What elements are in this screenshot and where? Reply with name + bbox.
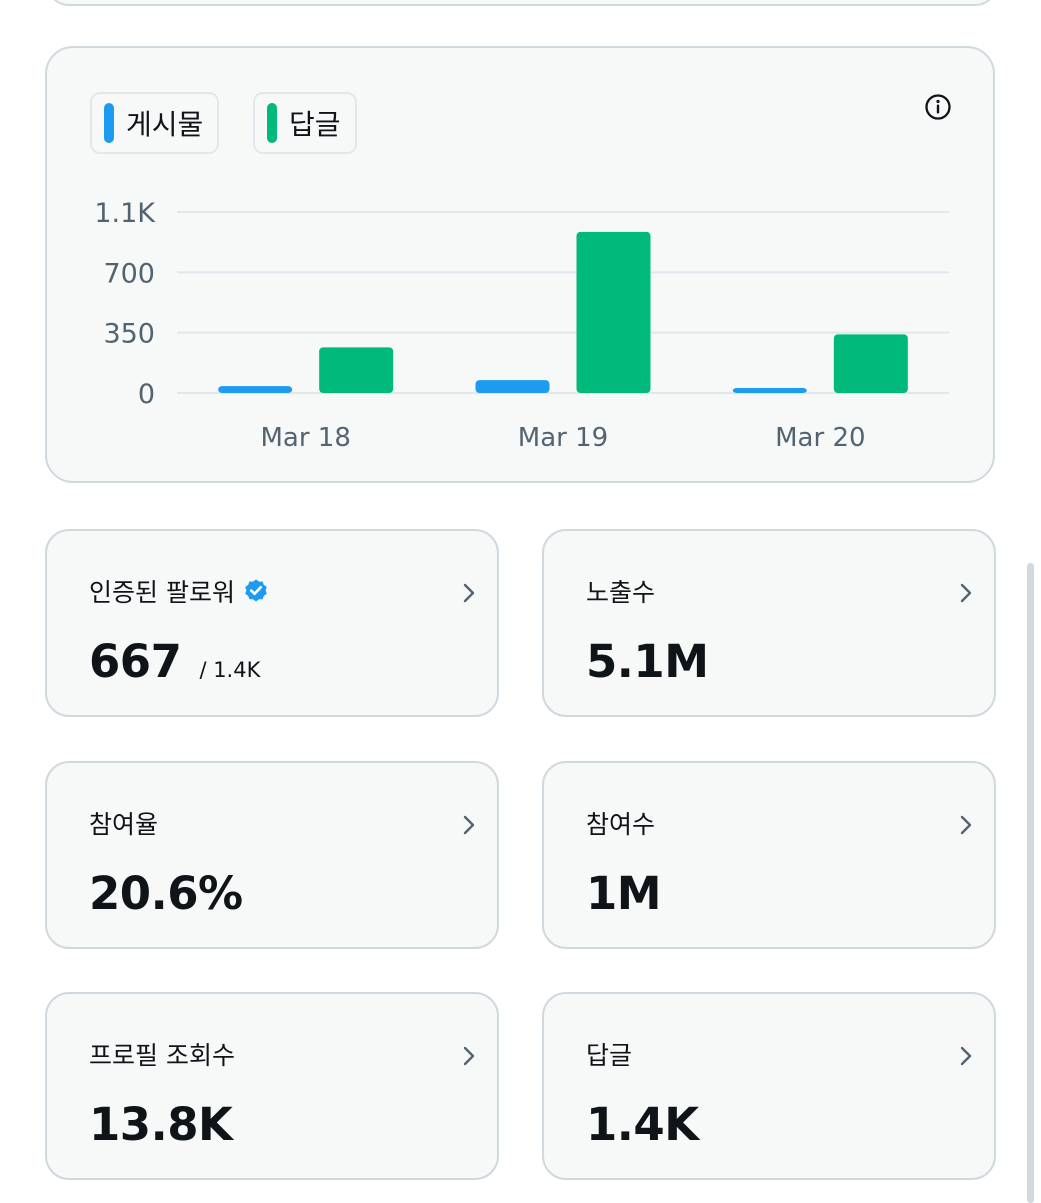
metric-label: 프로필 조회수 <box>89 1036 235 1072</box>
bar-posts[interactable] <box>732 388 807 393</box>
metric-card-engagement-rate[interactable]: 참여율 20.6% <box>45 761 499 949</box>
metric-value: 1M <box>586 867 662 920</box>
metric-label: 답글 <box>586 1036 632 1072</box>
metric-card-profile-visits[interactable]: 프로필 조회수 13.8K <box>45 992 499 1180</box>
metric-value-number: 667 <box>89 635 182 688</box>
metric-value: 1.4K <box>586 1098 699 1151</box>
metric-label-text: 참여율 <box>89 810 159 839</box>
metric-value-total: / 1.4K <box>199 658 261 682</box>
info-icon[interactable] <box>923 92 953 122</box>
metric-label: 인증된 팔로워 <box>89 573 269 609</box>
scrollbar[interactable] <box>1027 563 1034 1203</box>
metric-label-text: 참여수 <box>586 810 656 839</box>
metric-label: 노출수 <box>586 573 655 609</box>
metric-label-text: 답글 <box>586 1041 633 1070</box>
activity-chart-card: 게시물 답글 0 350 700 1.1K Mar 18 Mar 19 Mar 20 <box>45 46 995 483</box>
previous-card <box>46 0 998 6</box>
metric-value: 667 / 1.4K <box>89 635 260 688</box>
y-tick-label: 1.1K <box>94 198 156 229</box>
y-tick-label: 350 <box>103 319 155 350</box>
metric-label: 참여수 <box>586 805 655 841</box>
metric-label-text: 인증된 팔로워 <box>89 578 235 607</box>
metric-card-engagements[interactable]: 참여수 1M <box>542 761 996 949</box>
bar-chart: 0 350 700 1.1K Mar 18 Mar 19 Mar 20 <box>94 198 949 453</box>
metric-card-replies[interactable]: 답글 1.4K <box>542 992 996 1180</box>
bar-replies[interactable] <box>833 334 908 393</box>
metric-label-text: 프로필 조회수 <box>89 1041 235 1070</box>
metric-card-impressions[interactable]: 노출수 5.1M <box>542 529 996 717</box>
chevron-right-icon <box>463 583 475 603</box>
chevron-right-icon <box>960 583 972 603</box>
legend-replies-label: 답글 <box>289 108 341 141</box>
x-tick-label: Mar 18 <box>260 423 350 453</box>
verified-badge-icon <box>245 579 267 602</box>
metric-label: 참여율 <box>89 805 158 841</box>
chevron-right-icon <box>463 815 475 835</box>
y-tick-label: 700 <box>103 258 155 289</box>
metric-label-text: 노출수 <box>586 578 656 607</box>
chevron-right-icon <box>960 815 972 835</box>
legend-posts[interactable]: 게시물 <box>90 92 220 154</box>
x-tick-label: Mar 19 <box>518 423 608 453</box>
y-tick-label: 0 <box>138 379 155 410</box>
bar-replies[interactable] <box>576 231 651 393</box>
legend-posts-swatch <box>104 103 114 143</box>
metric-value: 13.8K <box>89 1098 233 1151</box>
metric-value: 20.6% <box>89 867 243 920</box>
chevron-right-icon <box>960 1046 972 1066</box>
metric-value: 5.1M <box>586 635 709 688</box>
bar-replies[interactable] <box>319 347 394 393</box>
bar-posts[interactable] <box>475 380 550 393</box>
bar-posts[interactable] <box>218 386 293 393</box>
x-tick-label: Mar 20 <box>775 423 865 453</box>
legend-posts-label: 게시물 <box>126 108 204 141</box>
metric-card-verified-followers[interactable]: 인증된 팔로워 667 / 1.4K <box>45 529 499 717</box>
chevron-right-icon <box>463 1046 475 1066</box>
legend-replies-swatch <box>267 103 277 143</box>
legend-replies[interactable]: 답글 <box>253 92 357 154</box>
